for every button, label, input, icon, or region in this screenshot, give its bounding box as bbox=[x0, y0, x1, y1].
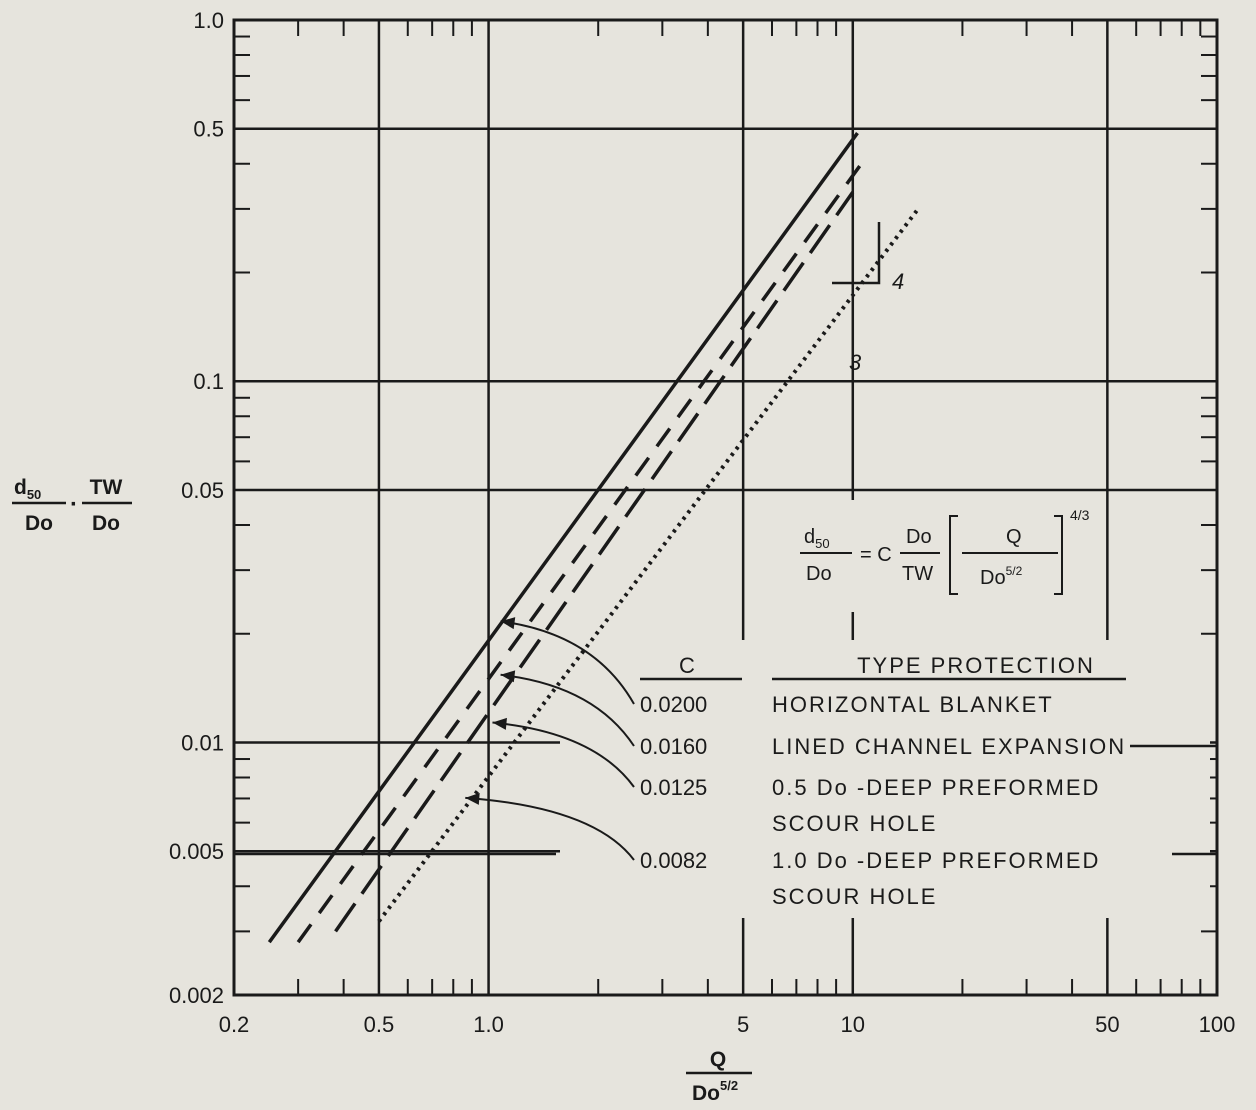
eq-br-num: Q bbox=[1006, 526, 1022, 548]
legend-type-label: 0.5 Do -DEEP PREFORMED bbox=[772, 775, 1100, 800]
eq-mid-num: Do bbox=[906, 526, 932, 548]
ylabel-left-num: d50 bbox=[14, 476, 41, 502]
legend-c-value: 0.0200 bbox=[640, 692, 707, 717]
eq-lhs-sub: 50 bbox=[815, 536, 829, 551]
y-tick-label: 0.002 bbox=[169, 983, 224, 1008]
x-tick-label: 100 bbox=[1199, 1012, 1236, 1037]
x-axis-label: Q Do5/2 bbox=[686, 1048, 752, 1105]
legend-header-c: C bbox=[679, 653, 695, 678]
x-tick-label: 10 bbox=[841, 1012, 865, 1037]
y-tick-label: 0.01 bbox=[181, 730, 224, 755]
legend-c-value: 0.0160 bbox=[640, 734, 707, 759]
legend: C TYPE PROTECTION 0.0200 HORIZONTAL BLANK… bbox=[640, 653, 1126, 909]
ylabel-right-den: Do bbox=[92, 512, 120, 535]
x-tick-label: 5 bbox=[737, 1012, 749, 1037]
arrow-head bbox=[500, 617, 516, 630]
eq-power: 4/3 bbox=[1070, 507, 1090, 523]
series-line-solid bbox=[267, 132, 859, 944]
slope-rise-label: 4 bbox=[892, 269, 904, 294]
ylabel-left-den: Do bbox=[25, 512, 53, 535]
y-tick-label: 0.1 bbox=[193, 369, 224, 394]
plot-frame bbox=[232, 18, 1219, 997]
slope-triangle-legs bbox=[832, 222, 881, 285]
y-tick-label: 1.0 bbox=[193, 8, 224, 33]
legend-type-label: SCOUR HOLE bbox=[772, 811, 937, 836]
series-lines bbox=[267, 132, 919, 944]
eq-br-den: Do5/2 bbox=[980, 564, 1023, 589]
legend-c-value: 0.0125 bbox=[640, 775, 707, 800]
y-tick-labels: 0.002 0.005 0.01 0.05 0.1 0.5 1.0 bbox=[169, 8, 224, 1008]
y-tick-label: 0.5 bbox=[193, 117, 224, 142]
legend-type-label: 1.0 Do -DEEP PREFORMED bbox=[772, 848, 1100, 873]
legend-header-type: TYPE PROTECTION bbox=[857, 653, 1095, 678]
series-line-longdash bbox=[334, 191, 855, 933]
arrow-head bbox=[492, 717, 507, 730]
arrow-head bbox=[465, 792, 480, 805]
x-tick-label: 0.2 bbox=[219, 1012, 250, 1037]
ylabel-left-sub: 50 bbox=[27, 487, 41, 502]
x-tick-label: 1.0 bbox=[473, 1012, 504, 1037]
slope-triangle: 4 3 bbox=[832, 222, 904, 375]
xlabel-den: Do5/2 bbox=[692, 1078, 738, 1105]
ylabel-dot: · bbox=[70, 491, 78, 518]
x-tick-label: 0.5 bbox=[364, 1012, 395, 1037]
y-tick-label: 0.05 bbox=[181, 478, 224, 503]
x-tick-label: 50 bbox=[1095, 1012, 1119, 1037]
eq-lhs-num: d50 bbox=[804, 526, 830, 551]
series-line-dashed bbox=[296, 153, 870, 944]
eq-mid-den: TW bbox=[902, 563, 933, 585]
slope-run-label: 3 bbox=[849, 350, 862, 375]
legend-c-value: 0.0082 bbox=[640, 848, 707, 873]
xlabel-num: Q bbox=[710, 1048, 726, 1071]
y-tick-label: 0.005 bbox=[169, 839, 224, 864]
eq-right-bracket bbox=[1054, 515, 1063, 595]
y-axis-label: d50 Do · TW Do bbox=[12, 476, 132, 535]
legend-type-label: HORIZONTAL BLANKET bbox=[772, 692, 1054, 717]
leader-arrow bbox=[500, 673, 635, 747]
eq-left-bracket bbox=[949, 515, 958, 595]
leader-arrow bbox=[465, 796, 635, 861]
legend-type-label: SCOUR HOLE bbox=[772, 884, 937, 909]
minor-ticks bbox=[234, 20, 1217, 995]
label-backdrop bbox=[560, 640, 1210, 918]
legend-arrows bbox=[234, 617, 1217, 861]
legend-type-label: LINED CHANNEL EXPANSION bbox=[772, 734, 1126, 759]
ylabel-right-num: TW bbox=[90, 476, 123, 499]
x-tick-labels: 0.2 0.5 1.0 5 10 50 100 bbox=[219, 1012, 1236, 1037]
arrow-head bbox=[500, 670, 516, 683]
equation: d50 Do = C Do TW Q Do5/2 4/3 bbox=[800, 507, 1090, 595]
eq-equals: = C bbox=[860, 544, 892, 566]
leader-arrow bbox=[492, 721, 635, 788]
eq-br-den-exp: 5/2 bbox=[1006, 564, 1023, 578]
eq-lhs-den: Do bbox=[806, 563, 832, 585]
legend-rows: 0.0200 HORIZONTAL BLANKET 0.0160 LINED CHAN… bbox=[640, 692, 1126, 909]
leader-arrow bbox=[500, 620, 635, 705]
xlabel-den-exp: 5/2 bbox=[720, 1078, 738, 1093]
